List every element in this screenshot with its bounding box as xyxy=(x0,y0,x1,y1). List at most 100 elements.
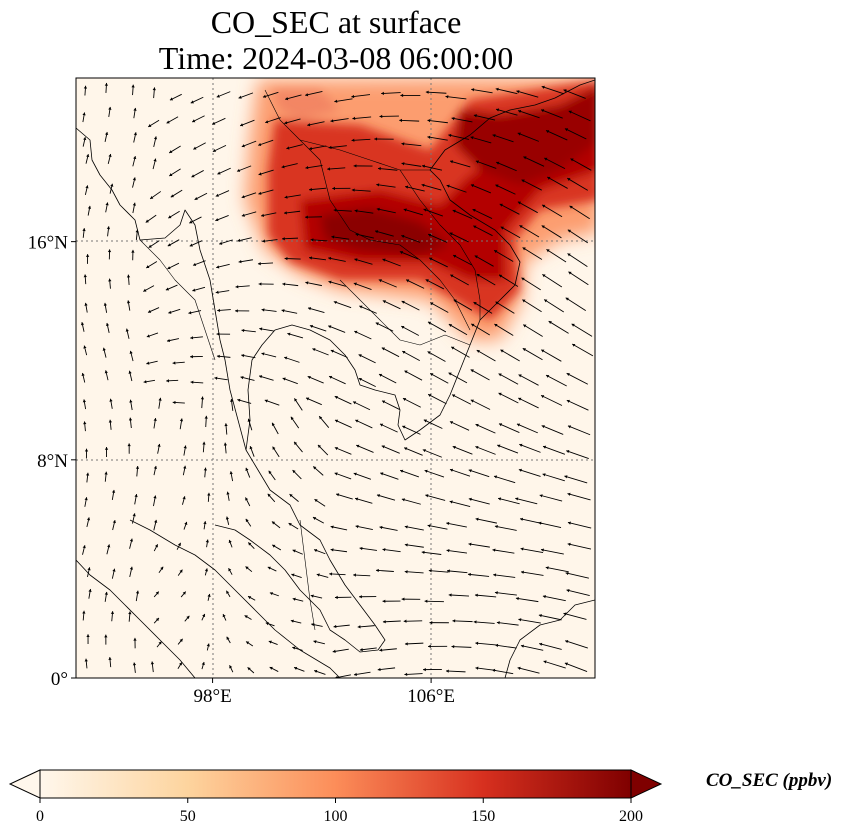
colorbar-tick-label: 200 xyxy=(619,808,643,825)
wind-arrow-shaft xyxy=(493,249,514,262)
wind-arrow-head xyxy=(498,274,503,278)
wind-arrow-shaft xyxy=(355,233,374,239)
wind-arrow-head xyxy=(470,136,474,140)
wind-arrow-head xyxy=(353,472,357,476)
wind-arrow-shaft xyxy=(517,201,538,214)
wind-arrow-head xyxy=(404,543,408,547)
wind-arrow-head xyxy=(132,662,137,666)
wind-arrow-head xyxy=(381,347,385,351)
wind-arrow-shaft xyxy=(497,444,519,454)
wind-arrow-head xyxy=(225,516,230,520)
wind-arrow-shaft xyxy=(474,255,494,267)
wind-arrow-head xyxy=(204,568,209,572)
wind-arrow-shaft xyxy=(493,574,516,578)
wind-arrow-shaft xyxy=(357,625,375,628)
wind-arrow-head xyxy=(498,373,502,377)
wind-arrow-head xyxy=(104,447,109,450)
wind-arrow-shaft xyxy=(403,208,423,216)
wind-arrow-shaft xyxy=(356,444,374,453)
wind-arrow-head xyxy=(424,599,428,603)
wind-arrow-head xyxy=(132,202,136,206)
wind-arrow-shaft xyxy=(378,279,397,288)
wind-arrow-head xyxy=(330,119,334,123)
wind-arrow-shaft xyxy=(449,468,471,477)
wind-arrow-shaft xyxy=(448,134,470,140)
colorbar-max-extend xyxy=(630,769,663,799)
wind-arrow-head xyxy=(129,350,133,354)
wind-arrow-head xyxy=(515,596,519,601)
wind-arrow-shaft xyxy=(333,209,352,212)
wind-arrow-head xyxy=(332,186,336,191)
wind-arrow-shaft xyxy=(401,162,422,167)
wind-arrow-head xyxy=(566,450,570,454)
wind-arrow-shaft xyxy=(305,397,322,406)
wind-arrow-shaft xyxy=(498,423,520,433)
wind-arrow-head xyxy=(334,472,338,476)
wind-arrow-head xyxy=(245,518,249,523)
wind-arrow-shaft xyxy=(538,522,562,529)
wind-arrow-head xyxy=(240,123,244,127)
wind-arrow-head xyxy=(314,669,318,674)
wind-arrow-head xyxy=(87,205,92,209)
colorbar-gradient xyxy=(39,769,632,799)
wind-arrow-head xyxy=(241,328,245,333)
wind-arrow-head xyxy=(542,274,546,278)
wind-arrow-shaft xyxy=(495,184,516,195)
wind-arrow-head xyxy=(312,517,317,520)
wind-arrow-shaft xyxy=(543,660,566,669)
wind-arrow-head xyxy=(327,167,331,171)
wind-arrow-head xyxy=(193,146,197,150)
wind-arrow-head xyxy=(330,525,334,529)
lon-tick-label: 106°E xyxy=(407,686,455,707)
wind-arrow-head xyxy=(470,369,474,373)
wind-arrow-head xyxy=(294,398,298,402)
wind-arrow-shaft xyxy=(375,322,394,332)
wind-arrow-head xyxy=(188,311,192,315)
wind-arrow-head xyxy=(166,338,171,343)
wind-arrow-shaft xyxy=(539,643,562,650)
wind-arrow-shaft xyxy=(566,372,589,385)
wind-arrow-shaft xyxy=(566,399,589,411)
wind-arrow-head xyxy=(155,617,159,622)
wind-arrow-head xyxy=(476,273,480,277)
wind-arrow-head xyxy=(268,640,272,644)
wind-arrow-head xyxy=(157,443,161,447)
wind-arrow-head xyxy=(523,324,527,328)
wind-arrow-shaft xyxy=(500,349,520,362)
wind-arrow-head xyxy=(316,573,320,577)
wind-arrow-shaft xyxy=(359,647,377,651)
wind-arrow-head xyxy=(375,568,379,573)
wind-arrow-head xyxy=(422,449,426,453)
wind-arrow-head xyxy=(498,392,502,396)
wind-arrow-shaft xyxy=(351,94,371,98)
wind-arrow-head xyxy=(448,324,453,328)
wind-arrow-head xyxy=(259,327,263,331)
wind-arrow-shaft xyxy=(523,156,545,167)
wind-arrow-head xyxy=(425,279,429,283)
wind-arrow-head xyxy=(382,599,386,603)
wind-arrow-head xyxy=(499,203,503,207)
wind-arrow-head xyxy=(402,398,407,401)
wind-arrow-head xyxy=(129,399,133,403)
wind-arrow-head xyxy=(400,469,404,473)
wind-arrow-shaft xyxy=(540,394,563,406)
wind-arrow-shaft xyxy=(476,349,496,362)
wind-arrow-head xyxy=(495,184,499,188)
wind-arrow-head xyxy=(449,232,453,236)
wind-arrow-shaft xyxy=(567,522,592,529)
wind-arrow-shaft xyxy=(565,572,589,579)
wind-arrow-head xyxy=(382,400,386,404)
colorbar-tick-label: 150 xyxy=(471,808,495,825)
wind-arrow-head xyxy=(523,156,527,160)
wind-arrow-shaft xyxy=(354,258,373,265)
wind-arrow-head xyxy=(329,572,333,576)
lon-tick-label: 98°E xyxy=(193,686,231,707)
wind-arrow-shaft xyxy=(474,594,497,598)
wind-arrow-head xyxy=(563,612,567,616)
wind-arrow-shaft xyxy=(494,525,517,531)
wind-arrow-head xyxy=(358,354,362,358)
wind-arrow-head xyxy=(494,250,498,254)
wind-arrow-head xyxy=(520,570,524,574)
wind-arrow-head xyxy=(563,89,567,93)
wind-arrow-head xyxy=(183,465,187,469)
